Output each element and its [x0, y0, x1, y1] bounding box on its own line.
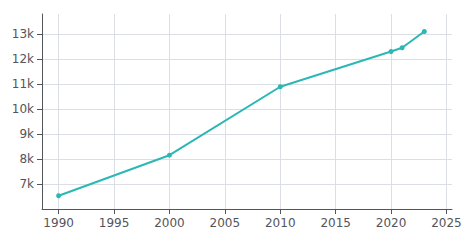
svg-text:2005: 2005	[210, 216, 241, 230]
svg-text:9k: 9k	[19, 127, 34, 141]
svg-text:2000: 2000	[154, 216, 185, 230]
svg-text:12k: 12k	[12, 52, 34, 66]
svg-text:2025: 2025	[431, 216, 462, 230]
svg-text:13k: 13k	[12, 27, 34, 41]
svg-text:2010: 2010	[265, 216, 296, 230]
svg-text:2020: 2020	[376, 216, 407, 230]
svg-text:7k: 7k	[19, 177, 34, 191]
svg-text:10k: 10k	[12, 102, 34, 116]
svg-text:11k: 11k	[12, 77, 34, 91]
svg-text:2015: 2015	[320, 216, 351, 230]
svg-text:8k: 8k	[19, 152, 34, 166]
svg-text:1995: 1995	[99, 216, 130, 230]
svg-text:1990: 1990	[43, 216, 74, 230]
